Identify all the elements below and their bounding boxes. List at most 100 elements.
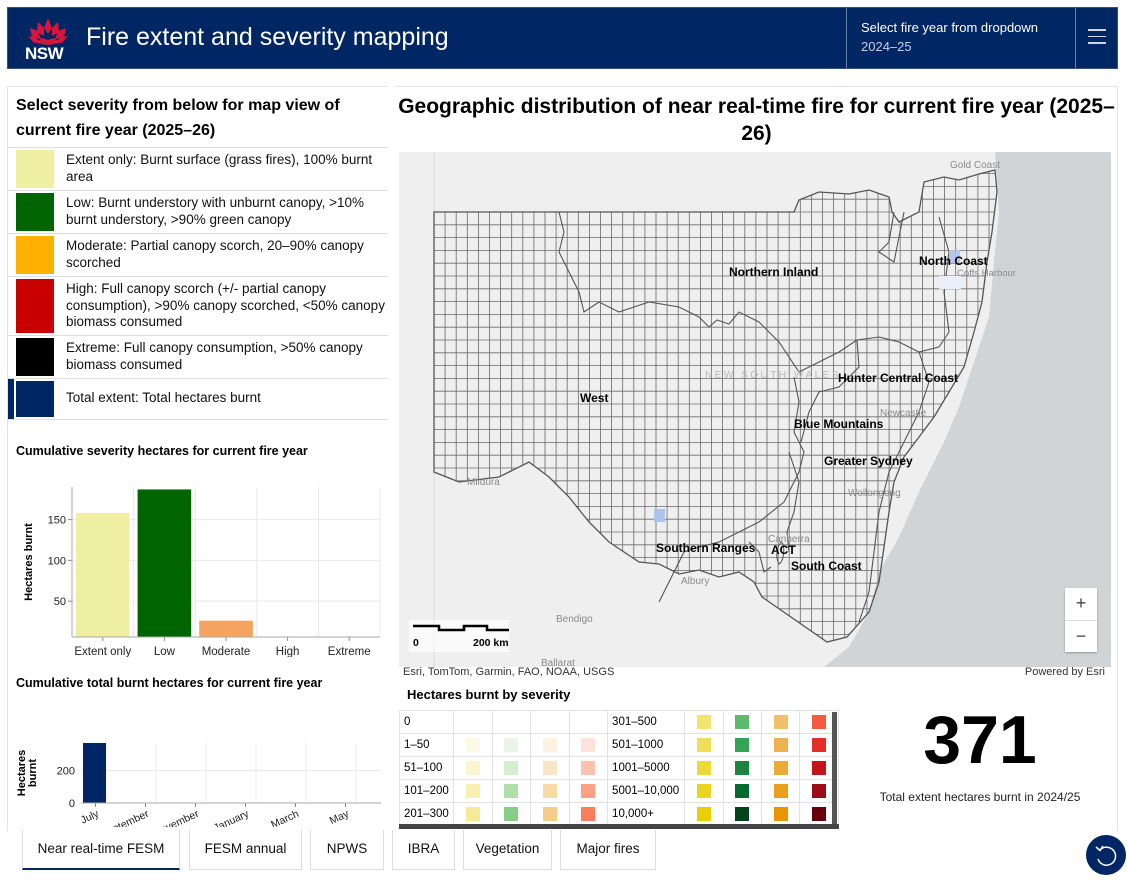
nsw-map[interactable]: Northern Inland North Coast Hunter Centr… bbox=[399, 152, 1111, 667]
region-label-southern-ranges[interactable]: Southern Ranges bbox=[656, 541, 756, 555]
legend-swatch bbox=[581, 784, 596, 798]
severity-bar-chart: 50 100 150 Extent only Low Moderate High Extrem… bbox=[23, 487, 381, 657]
bar-low[interactable] bbox=[137, 489, 192, 637]
fire-year-dropdown-label: Select fire year from dropdown bbox=[861, 20, 1039, 35]
hamburger-menu-icon[interactable] bbox=[1080, 24, 1114, 52]
region-label-northern-inland[interactable]: Northern Inland bbox=[729, 265, 818, 279]
tab-vegetation[interactable]: Vegetation bbox=[463, 830, 552, 870]
legend-swatch-cell bbox=[760, 710, 801, 734]
severity-item[interactable]: Low: Burnt understory with unburnt canop… bbox=[8, 191, 388, 234]
severity-label: Total extent: Total hectares burnt bbox=[66, 390, 261, 405]
legend-range-label: 101–200 bbox=[399, 779, 455, 803]
legend-swatch bbox=[812, 784, 827, 798]
region-label-south-coast[interactable]: South Coast bbox=[791, 559, 862, 573]
map-attribution[interactable]: Esri, TomTom, Garmin, FAO, NOAA, USGS bbox=[403, 666, 615, 678]
legend-swatch-cell bbox=[530, 710, 570, 734]
legend-row: 0 301–500 bbox=[399, 710, 839, 734]
x-tick-label: Extreme bbox=[328, 646, 371, 657]
powered-by-esri[interactable]: Powered by Esri bbox=[1024, 666, 1105, 678]
map-view[interactable]: Northern Inland North Coast Hunter Centr… bbox=[399, 152, 1111, 667]
legend-swatch bbox=[466, 761, 481, 775]
place-labels: Gold Coast Coffs Harbour Newcastle Wollo… bbox=[467, 160, 1016, 667]
x-tick-label: September bbox=[99, 808, 151, 827]
app-header: NSW Fire extent and severity mapping Sel… bbox=[7, 7, 1118, 69]
region-label-north-coast[interactable]: North Coast bbox=[919, 254, 988, 268]
region-label-greater-sydney[interactable]: Greater Sydney bbox=[824, 454, 913, 468]
legend-swatch bbox=[542, 784, 557, 798]
legend-swatch bbox=[581, 761, 596, 775]
reset-icon bbox=[1095, 845, 1117, 866]
scale-bar: 0 200 km bbox=[409, 620, 509, 652]
map-title: Geographic distribution of near real-tim… bbox=[398, 95, 1115, 145]
legend-swatch-cell bbox=[684, 802, 724, 826]
tab-ibra[interactable]: IBRA bbox=[392, 830, 455, 870]
fire-cell[interactable] bbox=[949, 250, 960, 263]
legend-range-label: 201–300 bbox=[399, 802, 455, 826]
legend-swatch-cell bbox=[491, 710, 532, 734]
severity-swatch bbox=[16, 236, 54, 274]
legend-swatch-cell bbox=[491, 733, 532, 757]
region-label-blue-mountains[interactable]: Blue Mountains bbox=[794, 417, 884, 431]
ocean bbox=[824, 152, 1111, 667]
x-tick-label: July bbox=[79, 808, 102, 827]
y-tick-label: 50 bbox=[54, 596, 66, 608]
place-label-gold-coast: Gold Coast bbox=[950, 160, 1000, 171]
tab-major-fires[interactable]: Major fires bbox=[560, 830, 656, 870]
legend-swatch-cell bbox=[722, 710, 762, 734]
zoom-out-button[interactable]: − bbox=[1065, 620, 1097, 652]
x-tick-label: Extent only bbox=[74, 646, 131, 657]
bar-extent-only[interactable] bbox=[76, 513, 130, 637]
severity-swatch bbox=[16, 338, 54, 376]
legend-row: 201–300 10,000+ bbox=[399, 802, 839, 826]
place-label-new-south-wales: NEW SOUTH WALES bbox=[705, 370, 841, 381]
legend-swatch bbox=[773, 784, 788, 798]
region-label-hunter-central-coast[interactable]: Hunter Central Coast bbox=[838, 371, 958, 385]
severity-swatch bbox=[16, 381, 54, 417]
legend-horizontal-scrollbar[interactable] bbox=[399, 824, 839, 829]
legend-swatch-cell bbox=[453, 756, 493, 780]
legend-swatch bbox=[812, 715, 827, 729]
region-labels: Northern Inland North Coast Hunter Centr… bbox=[580, 254, 988, 573]
x-tick-label: January bbox=[212, 808, 252, 827]
legend-swatch bbox=[504, 784, 519, 798]
severity-item[interactable]: Total extent: Total hectares burnt bbox=[8, 379, 388, 420]
fire-cell[interactable] bbox=[939, 276, 961, 289]
severity-item[interactable]: Extent only: Burnt surface (grass fires)… bbox=[8, 148, 388, 191]
fire-year-dropdown[interactable]: Select fire year from dropdown 2024–25 bbox=[846, 8, 1076, 68]
reset-button[interactable] bbox=[1086, 835, 1126, 875]
legend-swatch-cell bbox=[760, 756, 801, 780]
y-axis-label-text: Hectaresburnt bbox=[16, 750, 39, 796]
place-label-bendigo: Bendigo bbox=[556, 614, 593, 625]
tab-npws[interactable]: NPWS bbox=[310, 830, 384, 870]
legend-table: 0 301–500 1–50 501–1000 51–100 1001–5000 101–2… bbox=[399, 710, 839, 826]
tab-fesm-annual[interactable]: FESM annual bbox=[189, 830, 302, 870]
x-tick-label: May bbox=[328, 808, 352, 827]
fire-year-dropdown-value: 2024–25 bbox=[861, 39, 912, 54]
x-tick-label: High bbox=[276, 646, 300, 657]
legend-row: 101–200 5001–10,000 bbox=[399, 779, 839, 803]
legend-swatch-cell bbox=[760, 802, 801, 826]
region-label-act[interactable]: ACT bbox=[771, 543, 796, 557]
legend-swatch bbox=[812, 738, 827, 752]
y-tick-label: 150 bbox=[48, 515, 66, 527]
severity-swatch bbox=[16, 193, 54, 231]
severity-item[interactable]: High: Full canopy scorch (+/- partial ca… bbox=[8, 277, 388, 336]
fire-cell[interactable] bbox=[654, 509, 665, 522]
legend-swatch bbox=[542, 738, 557, 752]
legend-swatch-cell bbox=[722, 733, 762, 757]
place-label-wollongong: Wollongong bbox=[848, 488, 901, 499]
tab-near-real-time-fesm[interactable]: Near real-time FESM bbox=[22, 830, 180, 870]
zoom-in-button[interactable]: + bbox=[1075, 593, 1087, 613]
legend-vertical-scrollbar[interactable] bbox=[832, 712, 837, 824]
y-tick-label: 200 bbox=[57, 766, 75, 778]
severity-item[interactable]: Moderate: Partial canopy scorch, 20–90% … bbox=[8, 234, 388, 277]
legend-range-label: 10,000+ bbox=[607, 802, 686, 826]
severity-item[interactable]: Extreme: Full canopy consumption, >50% c… bbox=[8, 336, 388, 379]
region-label-west[interactable]: West bbox=[580, 391, 608, 405]
bar-july[interactable] bbox=[83, 743, 106, 803]
legend-swatch-cell bbox=[684, 710, 724, 734]
bar-moderate[interactable] bbox=[199, 620, 253, 637]
severity-label: Low: Burnt understory with unburnt canop… bbox=[66, 195, 365, 227]
legend-swatch bbox=[466, 738, 481, 752]
